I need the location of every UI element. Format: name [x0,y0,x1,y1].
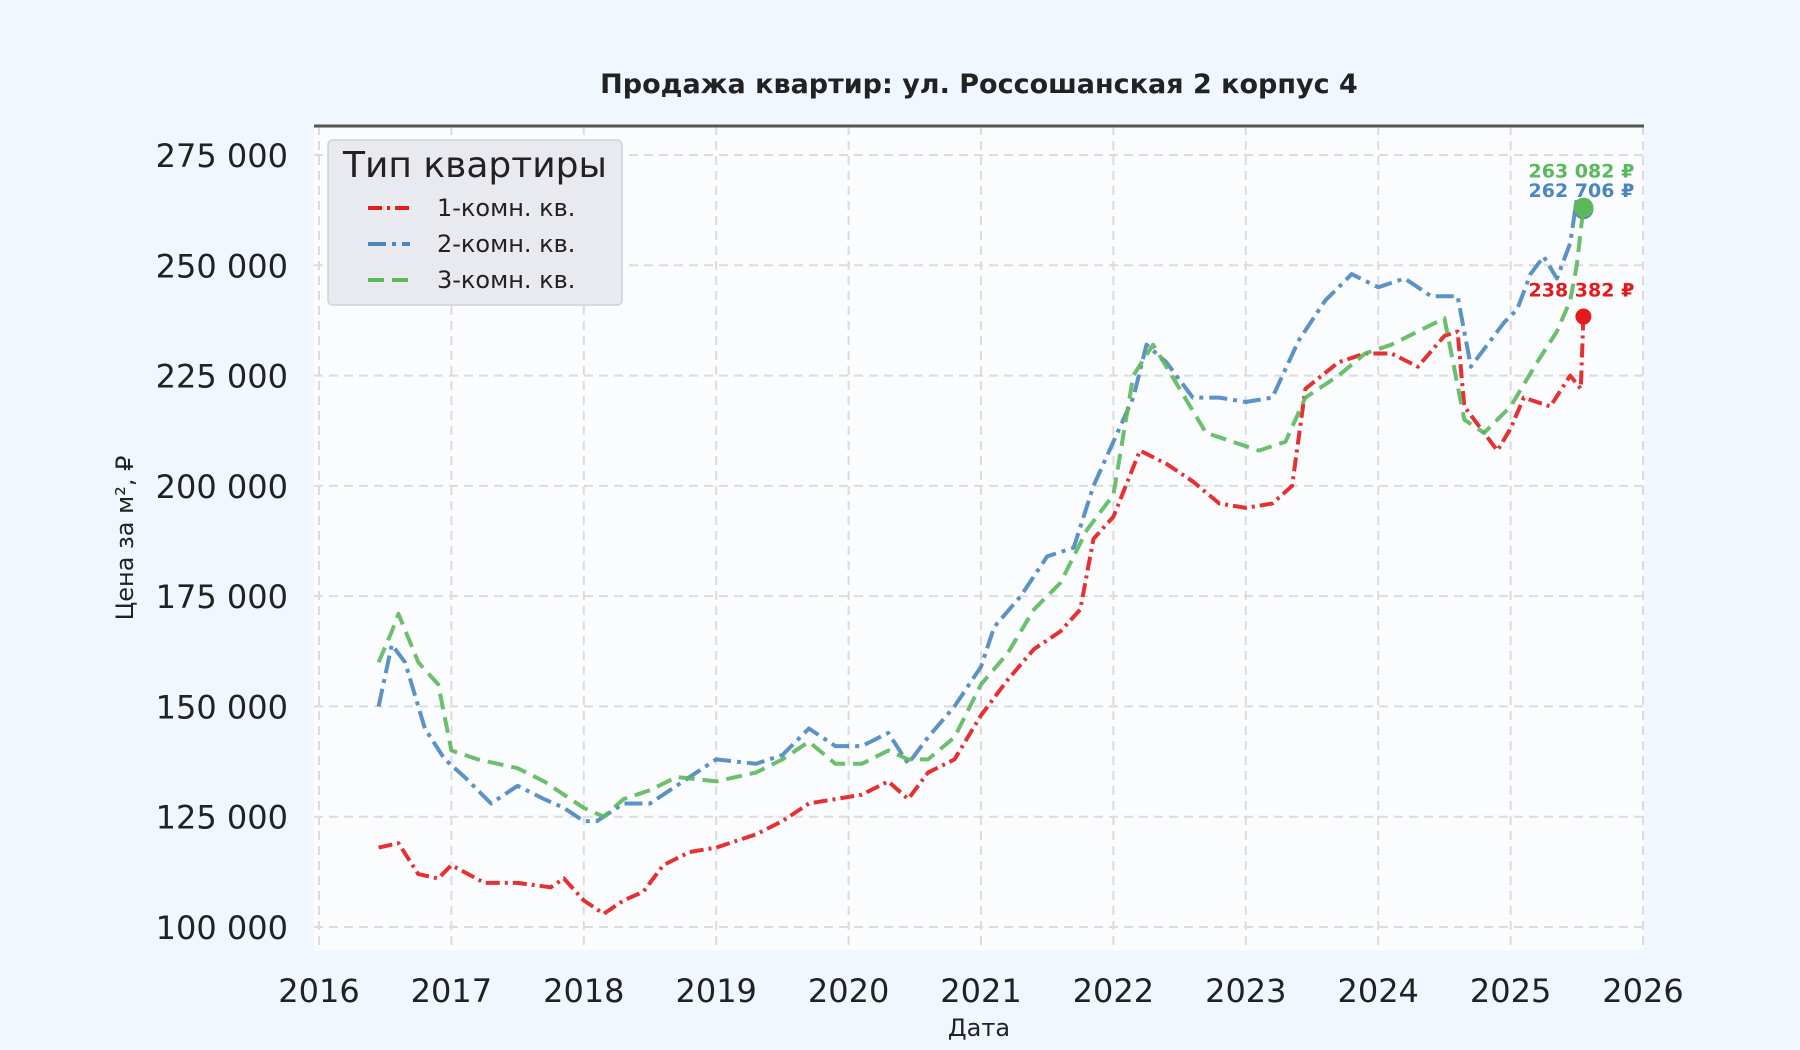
y-tick-label: 250 000 [156,247,288,285]
chart-title: Продажа квартир: ул. Россошанская 2 корп… [600,69,1358,100]
x-tick-label: 2018 [543,972,624,1010]
series-line-2 [376,197,1586,824]
legend-items: 1-комн. кв. 2-комн. кв. 3-комн. кв. [368,194,575,294]
series-line-1 [378,316,1586,916]
x-tick-label: 2020 [808,972,889,1010]
series-end-label-2: 262 706 ₽ [1529,180,1635,202]
y-tick-label: 225 000 [156,358,288,396]
legend-title: Тип квартиры [342,145,607,186]
x-tick-label: 2016 [278,972,359,1010]
series-end-label-3: 263 082 ₽ [1529,161,1635,183]
legend-label-1: 1-комн. кв. [437,194,575,222]
series-end-point-3 [1573,197,1594,218]
ticks: 2016 2017 2018 2019 2020 2021 2022 2023 2024 2025… [156,137,1684,1010]
x-tick-label: 2023 [1205,972,1286,1010]
x-tick-label: 2022 [1073,972,1154,1010]
y-tick-label: 100 000 [156,909,288,947]
y-tick-label: 150 000 [156,688,288,726]
x-tick-label: 2021 [940,972,1021,1010]
x-tick-label: 2026 [1602,972,1683,1010]
series-end-label-1: 238 382 ₽ [1529,280,1635,302]
x-tick-label: 2017 [411,972,492,1010]
legend-box [327,139,623,306]
y-axis-title: Цена за м², ₽ [111,456,139,621]
legend-label-3: 3-комн. кв. [437,266,575,294]
x-tick-label: 2019 [675,972,756,1010]
x-axis-title: Дата [948,1014,1010,1042]
y-tick-label: 275 000 [156,137,288,175]
y-tick-label: 175 000 [156,578,288,616]
series-line-3 [376,207,1586,819]
legend-label-2: 2-комн. кв. [437,230,575,258]
x-tick-label: 2025 [1470,972,1551,1010]
legend: Тип квартиры 1-комн. кв. 2-комн. кв. 3-ком… [327,139,623,306]
series-layer: 238 382 ₽ 262 706 ₽263 082 ₽ [376,161,1635,916]
y-tick-label: 200 000 [156,468,288,506]
grid [314,126,1644,950]
y-tick-label: 125 000 [156,799,288,837]
series-end-point-1 [1575,308,1592,325]
x-tick-label: 2024 [1337,972,1418,1010]
